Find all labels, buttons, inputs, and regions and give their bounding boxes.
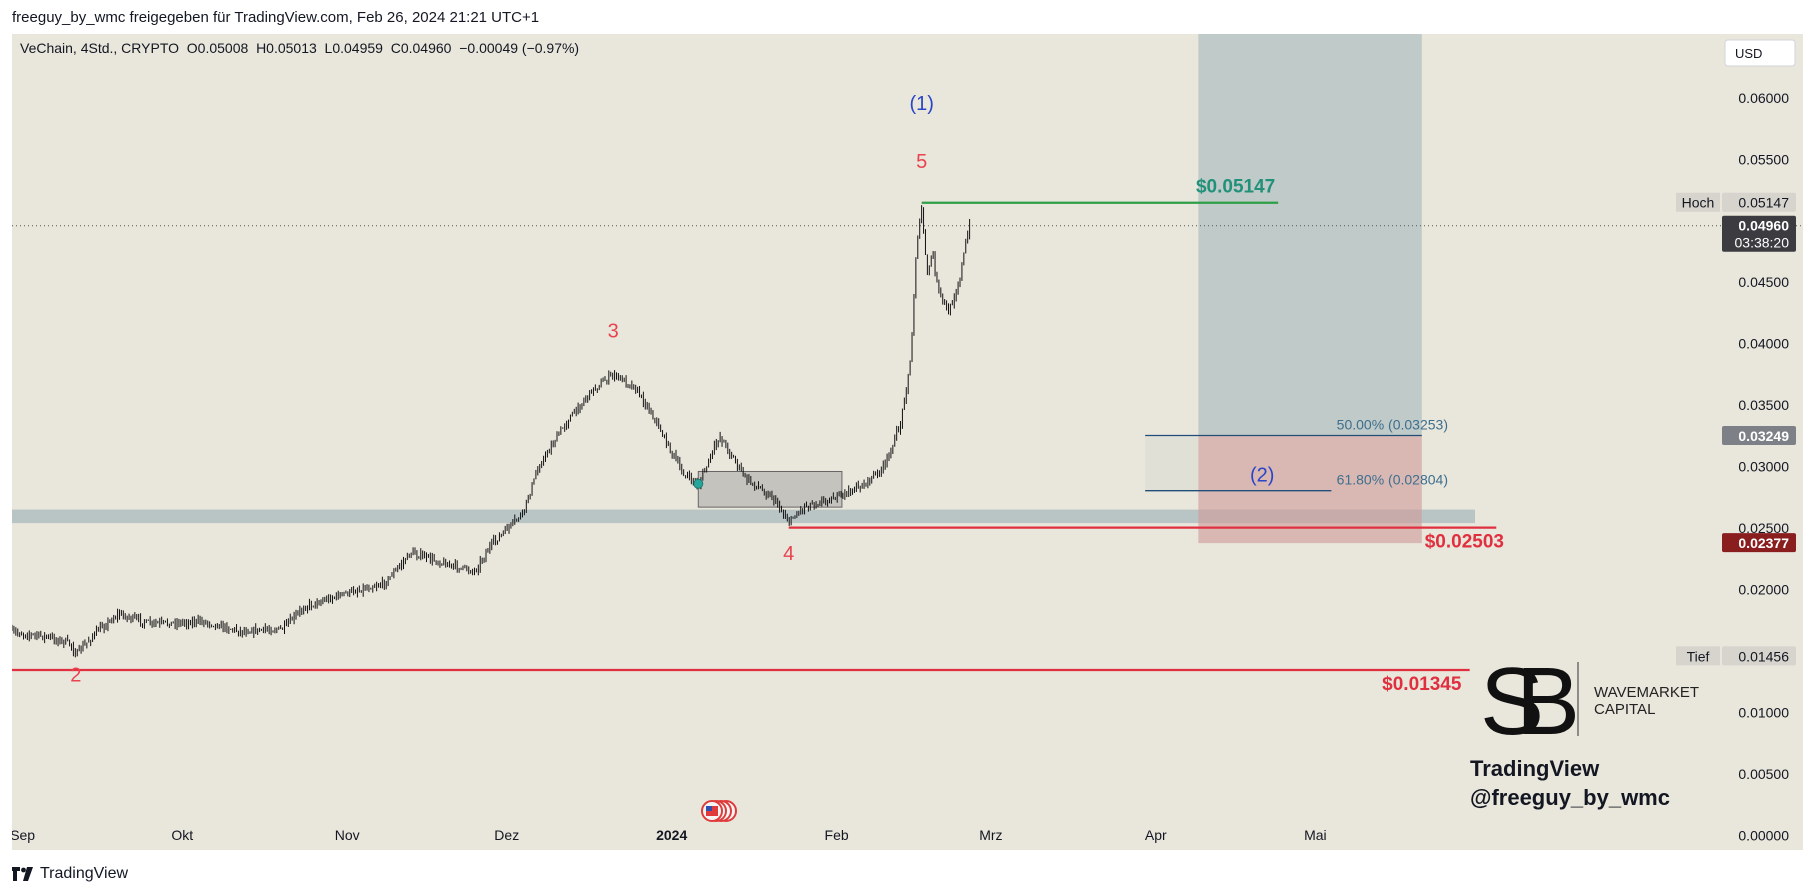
x-tick-label-4: 2024 [656, 827, 687, 843]
chart-background [12, 34, 1803, 850]
price-tag-value-2: 0.03249 [1738, 428, 1789, 444]
price-tag-value-0: 0.05147 [1738, 195, 1789, 211]
fib-zone [1145, 435, 1199, 491]
watermark-name-2: CAPITAL [1594, 701, 1655, 718]
y-tick-label-6: 0.02500 [1738, 520, 1789, 536]
currency-button[interactable] [1724, 39, 1796, 67]
price-tag-sub-1: 03:38:20 [1735, 235, 1790, 251]
fib-label-0: 50.00% (0.03253) [1337, 416, 1448, 432]
y-tick-label-1: 0.05500 [1738, 151, 1789, 167]
y-tick-label-10: 0.00000 [1738, 827, 1789, 843]
y-tick-label-8: 0.01000 [1738, 704, 1789, 720]
y-tick-label-9: 0.00500 [1738, 766, 1789, 782]
y-tick-label-4: 0.03500 [1738, 397, 1789, 413]
watermark-tv-label: TradingView [1470, 756, 1600, 781]
wave-label-4: (1) [909, 93, 933, 115]
wave-label-1: 3 [608, 321, 619, 343]
events-flag-icon[interactable] [701, 800, 737, 822]
price-tag-value-3: 0.02377 [1738, 535, 1789, 551]
tradingview-logo-icon [12, 867, 33, 881]
x-tick-label-8: Mai [1304, 827, 1327, 843]
flag-canton [706, 806, 712, 811]
price-tag-1 [1722, 215, 1796, 252]
x-tick-label-1: Okt [171, 827, 193, 843]
currency-button-label: USD [1735, 46, 1762, 61]
profit-zone [1198, 34, 1422, 436]
price-tag-0 [1722, 192, 1796, 212]
x-tick-label-2: Nov [335, 827, 360, 843]
x-tick-label-5: Feb [825, 827, 849, 843]
y-tick-label-0: 0.06000 [1738, 90, 1789, 106]
x-tick-label-3: Dez [494, 827, 519, 843]
wave-label-2: 4 [783, 543, 794, 565]
fib-label-1: 61.80% (0.02804) [1337, 472, 1448, 488]
price-tag-value-1: 0.04960 [1738, 218, 1789, 234]
x-tick-label-0: Sep [12, 827, 35, 843]
y-tick-label-7: 0.02000 [1738, 581, 1789, 597]
y-tick-label-5: 0.03000 [1738, 459, 1789, 475]
wave-label-0: 2 [70, 665, 81, 687]
loss-zone [1198, 435, 1422, 544]
level-label-0: $0.05147 [1196, 177, 1275, 198]
symbol-info: VeChain, 4Std., CRYPTO O0.05008 H0.05013… [20, 40, 579, 56]
level-label-2: $0.01345 [1382, 674, 1462, 695]
x-tick-label-7: Apr [1145, 827, 1167, 843]
watermark-handle: @freeguy_by_wmc [1470, 785, 1670, 810]
price-chart[interactable]: 50.00% (0.03253) 61.80% (0.02804) $0.05147… [12, 34, 1803, 850]
price-tag-2 [1722, 425, 1796, 445]
price-tag-label-box-0 [1676, 192, 1720, 212]
level-label-1: $0.02503 [1425, 532, 1504, 553]
watermark-name-1: WAVEMARKET [1594, 684, 1699, 701]
price-tag-3 [1722, 533, 1796, 553]
price-tag-label-4: Tief [1687, 648, 1710, 664]
chart-area[interactable]: 50.00% (0.03253) 61.80% (0.02804) $0.05147… [12, 34, 1803, 850]
wave-label-3: 5 [916, 151, 927, 173]
support-zone [12, 509, 1475, 524]
footer: TradingView [12, 862, 128, 886]
wave-label-5: (2) [1250, 464, 1274, 486]
price-tag-label-0: Hoch [1682, 195, 1715, 211]
consolidation-zone [697, 470, 843, 508]
price-tag-value-4: 0.01456 [1738, 648, 1789, 664]
price-tag-label-box-4 [1676, 646, 1720, 666]
signal-marker-icon [693, 478, 704, 489]
price-tag-4 [1722, 646, 1796, 666]
publish-info: freeguy_by_wmc freigegeben für TradingVi… [12, 9, 540, 26]
footer-brand: TradingView [40, 865, 129, 882]
y-tick-label-3: 0.04000 [1738, 336, 1789, 352]
x-tick-label-6: Mrz [979, 827, 1002, 843]
y-tick-label-2: 0.04500 [1738, 274, 1789, 290]
